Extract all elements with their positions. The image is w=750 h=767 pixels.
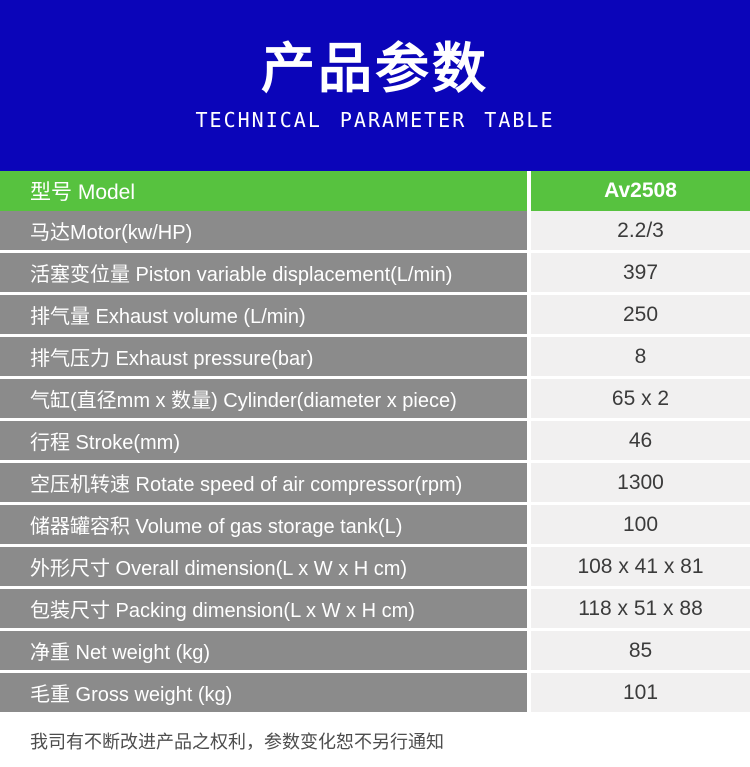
row-value: 1300	[531, 463, 750, 502]
row-label: 型号 Model	[0, 171, 527, 211]
row-value: 46	[531, 421, 750, 460]
row-label: 行程 Stroke(mm)	[0, 421, 527, 460]
table-row-packing-dimension: 包装尺寸 Packing dimension(L x W x H cm) 118…	[0, 589, 750, 628]
page-title: 产品参数	[261, 39, 489, 99]
row-value: 100	[531, 505, 750, 544]
table-row-piston-displacement: 活塞变位量 Piston variable displacement(L/min…	[0, 253, 750, 292]
row-label: 马达Motor(kw/HP)	[0, 211, 527, 250]
row-value: 85	[531, 631, 750, 670]
table-row-stroke: 行程 Stroke(mm) 46	[0, 421, 750, 460]
row-label: 外形尺寸 Overall dimension(L x W x H cm)	[0, 547, 527, 586]
row-label: 气缸(直径mm x 数量) Cylinder(diameter x piece)	[0, 379, 527, 418]
table-row-overall-dimension: 外形尺寸 Overall dimension(L x W x H cm) 108…	[0, 547, 750, 586]
row-value: 65 x 2	[531, 379, 750, 418]
row-label: 储器罐容积 Volume of gas storage tank(L)	[0, 505, 527, 544]
row-value: 118 x 51 x 88	[531, 589, 750, 628]
page-subtitle: TECHNICAL PARAMETER TABLE	[195, 108, 555, 132]
row-value: 108 x 41 x 81	[531, 547, 750, 586]
row-value: 101	[531, 673, 750, 712]
table-row-cylinder: 气缸(直径mm x 数量) Cylinder(diameter x piece)…	[0, 379, 750, 418]
row-label: 空压机转速 Rotate speed of air compressor(rpm…	[0, 463, 527, 502]
footer-note: 我司有不断改进产品之权利，参数变化恕不另行通知	[30, 732, 444, 752]
table-row-net-weight: 净重 Net weight (kg) 85	[0, 631, 750, 670]
table-row-rotate-speed: 空压机转速 Rotate speed of air compressor(rpm…	[0, 463, 750, 502]
row-value: Av2508	[531, 171, 750, 211]
spec-table: 型号 Model Av2508 马达Motor(kw/HP) 2.2/3 活塞变…	[0, 171, 750, 712]
row-label: 毛重 Gross weight (kg)	[0, 673, 527, 712]
row-value: 8	[531, 337, 750, 376]
table-row-exhaust-pressure: 排气压力 Exhaust pressure(bar) 8	[0, 337, 750, 376]
model-row: 型号 Model Av2508	[0, 171, 750, 211]
table-row-exhaust-volume: 排气量 Exhaust volume (L/min) 250	[0, 295, 750, 334]
row-label: 活塞变位量 Piston variable displacement(L/min…	[0, 253, 527, 292]
row-value: 2.2/3	[531, 211, 750, 250]
table-row-tank-volume: 储器罐容积 Volume of gas storage tank(L) 100	[0, 505, 750, 544]
table-row-motor: 马达Motor(kw/HP) 2.2/3	[0, 211, 750, 250]
banner: 产品参数 TECHNICAL PARAMETER TABLE	[0, 0, 750, 171]
row-label: 排气压力 Exhaust pressure(bar)	[0, 337, 527, 376]
row-value: 250	[531, 295, 750, 334]
row-value: 397	[531, 253, 750, 292]
table-row-gross-weight: 毛重 Gross weight (kg) 101	[0, 673, 750, 712]
row-label: 包装尺寸 Packing dimension(L x W x H cm)	[0, 589, 527, 628]
row-label: 排气量 Exhaust volume (L/min)	[0, 295, 527, 334]
row-label: 净重 Net weight (kg)	[0, 631, 527, 670]
